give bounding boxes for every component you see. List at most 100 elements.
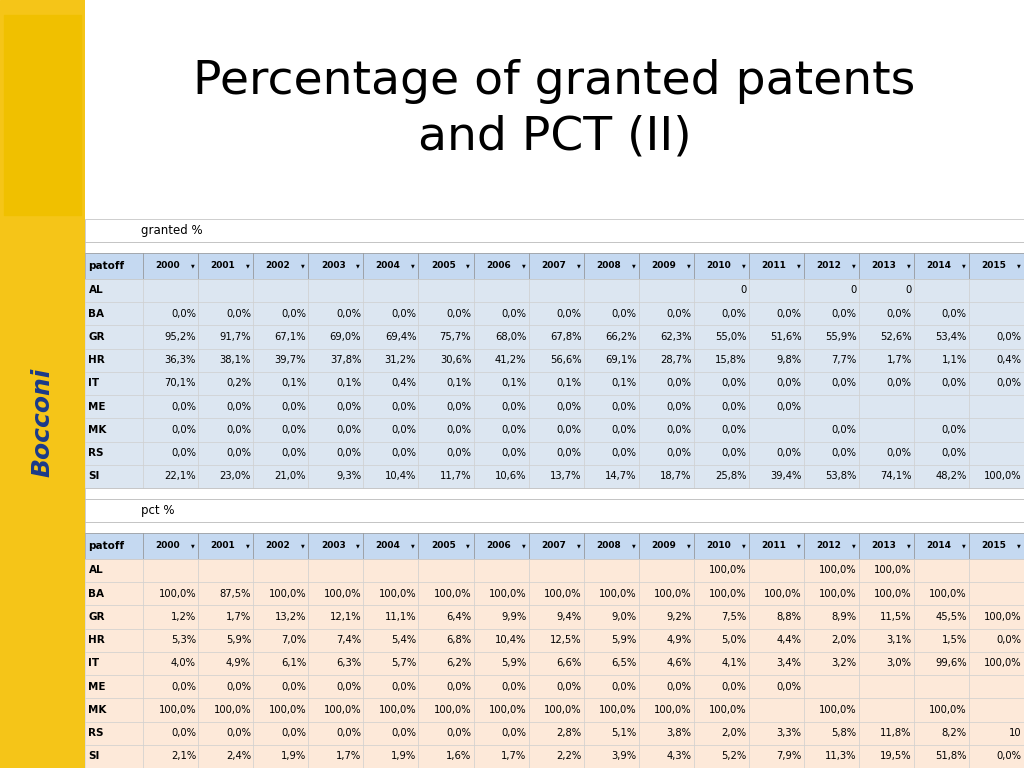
Bar: [749, 419, 804, 442]
Bar: [804, 465, 859, 488]
Text: 7,0%: 7,0%: [281, 635, 306, 645]
Text: ▼: ▼: [687, 263, 690, 268]
Bar: [584, 395, 639, 419]
Bar: [199, 582, 253, 605]
Text: 0,0%: 0,0%: [171, 425, 196, 435]
Bar: [749, 253, 804, 279]
Bar: [584, 465, 639, 488]
Text: 2012: 2012: [816, 541, 841, 551]
Text: 100,0%: 100,0%: [488, 589, 526, 599]
Bar: [584, 372, 639, 395]
Bar: [308, 745, 364, 768]
Text: ▼: ▼: [191, 263, 195, 268]
Text: 52,6%: 52,6%: [880, 332, 911, 342]
Text: 0,0%: 0,0%: [502, 682, 526, 692]
Text: 0,0%: 0,0%: [391, 309, 416, 319]
Bar: [804, 253, 859, 279]
Bar: [199, 442, 253, 465]
Text: 0: 0: [740, 286, 746, 296]
Text: 0,0%: 0,0%: [336, 682, 361, 692]
Bar: [804, 628, 859, 652]
Text: 1,7%: 1,7%: [336, 751, 361, 761]
Bar: [969, 349, 1024, 372]
Text: 6,3%: 6,3%: [336, 658, 361, 668]
Text: GR: GR: [88, 332, 105, 342]
Text: 0,1%: 0,1%: [611, 379, 637, 389]
Bar: [419, 533, 473, 559]
Bar: [749, 442, 804, 465]
Text: 0,0%: 0,0%: [446, 449, 471, 458]
Bar: [639, 302, 693, 326]
Bar: [473, 442, 528, 465]
Text: 0,0%: 0,0%: [611, 449, 637, 458]
Bar: [253, 745, 308, 768]
Text: 0,0%: 0,0%: [391, 402, 416, 412]
Text: 5,1%: 5,1%: [611, 728, 637, 738]
Text: 51,6%: 51,6%: [770, 332, 802, 342]
Bar: [639, 533, 693, 559]
Bar: [473, 582, 528, 605]
Text: 0,0%: 0,0%: [611, 309, 637, 319]
Text: 0,0%: 0,0%: [502, 425, 526, 435]
Bar: [528, 253, 584, 279]
Text: HR: HR: [88, 635, 105, 645]
Bar: [913, 302, 969, 326]
Text: ▼: ▼: [1017, 544, 1021, 548]
Text: 100,0%: 100,0%: [159, 705, 196, 715]
Text: 0,0%: 0,0%: [282, 682, 306, 692]
Bar: [364, 745, 419, 768]
Text: 2008: 2008: [596, 541, 621, 551]
Bar: [308, 721, 364, 745]
Text: 5,3%: 5,3%: [171, 635, 196, 645]
Text: 3,4%: 3,4%: [776, 658, 802, 668]
Bar: [969, 652, 1024, 675]
Text: 0,1%: 0,1%: [501, 379, 526, 389]
Text: 75,7%: 75,7%: [439, 332, 471, 342]
Bar: [693, 745, 749, 768]
Bar: [969, 326, 1024, 349]
Bar: [859, 605, 913, 628]
Bar: [749, 395, 804, 419]
Bar: [419, 698, 473, 721]
Bar: [253, 465, 308, 488]
Text: 69,4%: 69,4%: [385, 332, 416, 342]
Text: 67,1%: 67,1%: [274, 332, 306, 342]
Text: 0,0%: 0,0%: [446, 728, 471, 738]
Bar: [473, 302, 528, 326]
Bar: [253, 533, 308, 559]
Bar: [364, 675, 419, 698]
Text: 0,1%: 0,1%: [336, 379, 361, 389]
Bar: [85, 442, 143, 465]
Text: 0,0%: 0,0%: [996, 635, 1022, 645]
Bar: [308, 349, 364, 372]
Bar: [749, 675, 804, 698]
Text: 0,0%: 0,0%: [391, 449, 416, 458]
Text: 18,7%: 18,7%: [660, 472, 691, 482]
Bar: [308, 652, 364, 675]
Text: 2002: 2002: [265, 541, 291, 551]
Bar: [364, 582, 419, 605]
Text: 0,0%: 0,0%: [446, 682, 471, 692]
Text: 95,2%: 95,2%: [165, 332, 196, 342]
Bar: [143, 465, 199, 488]
Text: ▼: ▼: [797, 263, 801, 268]
Bar: [199, 326, 253, 349]
Bar: [639, 419, 693, 442]
Text: 1,7%: 1,7%: [887, 356, 911, 366]
Text: 100,0%: 100,0%: [654, 705, 691, 715]
Text: 11,1%: 11,1%: [385, 612, 416, 622]
Text: ▼: ▼: [467, 544, 470, 548]
Bar: [308, 533, 364, 559]
Bar: [639, 745, 693, 768]
Bar: [969, 721, 1024, 745]
Bar: [419, 419, 473, 442]
Text: 3,3%: 3,3%: [776, 728, 802, 738]
Text: 11,8%: 11,8%: [881, 728, 911, 738]
Bar: [804, 302, 859, 326]
Bar: [913, 559, 969, 582]
Bar: [693, 721, 749, 745]
Bar: [749, 302, 804, 326]
Bar: [143, 652, 199, 675]
Text: 2010: 2010: [707, 261, 731, 270]
Bar: [419, 582, 473, 605]
